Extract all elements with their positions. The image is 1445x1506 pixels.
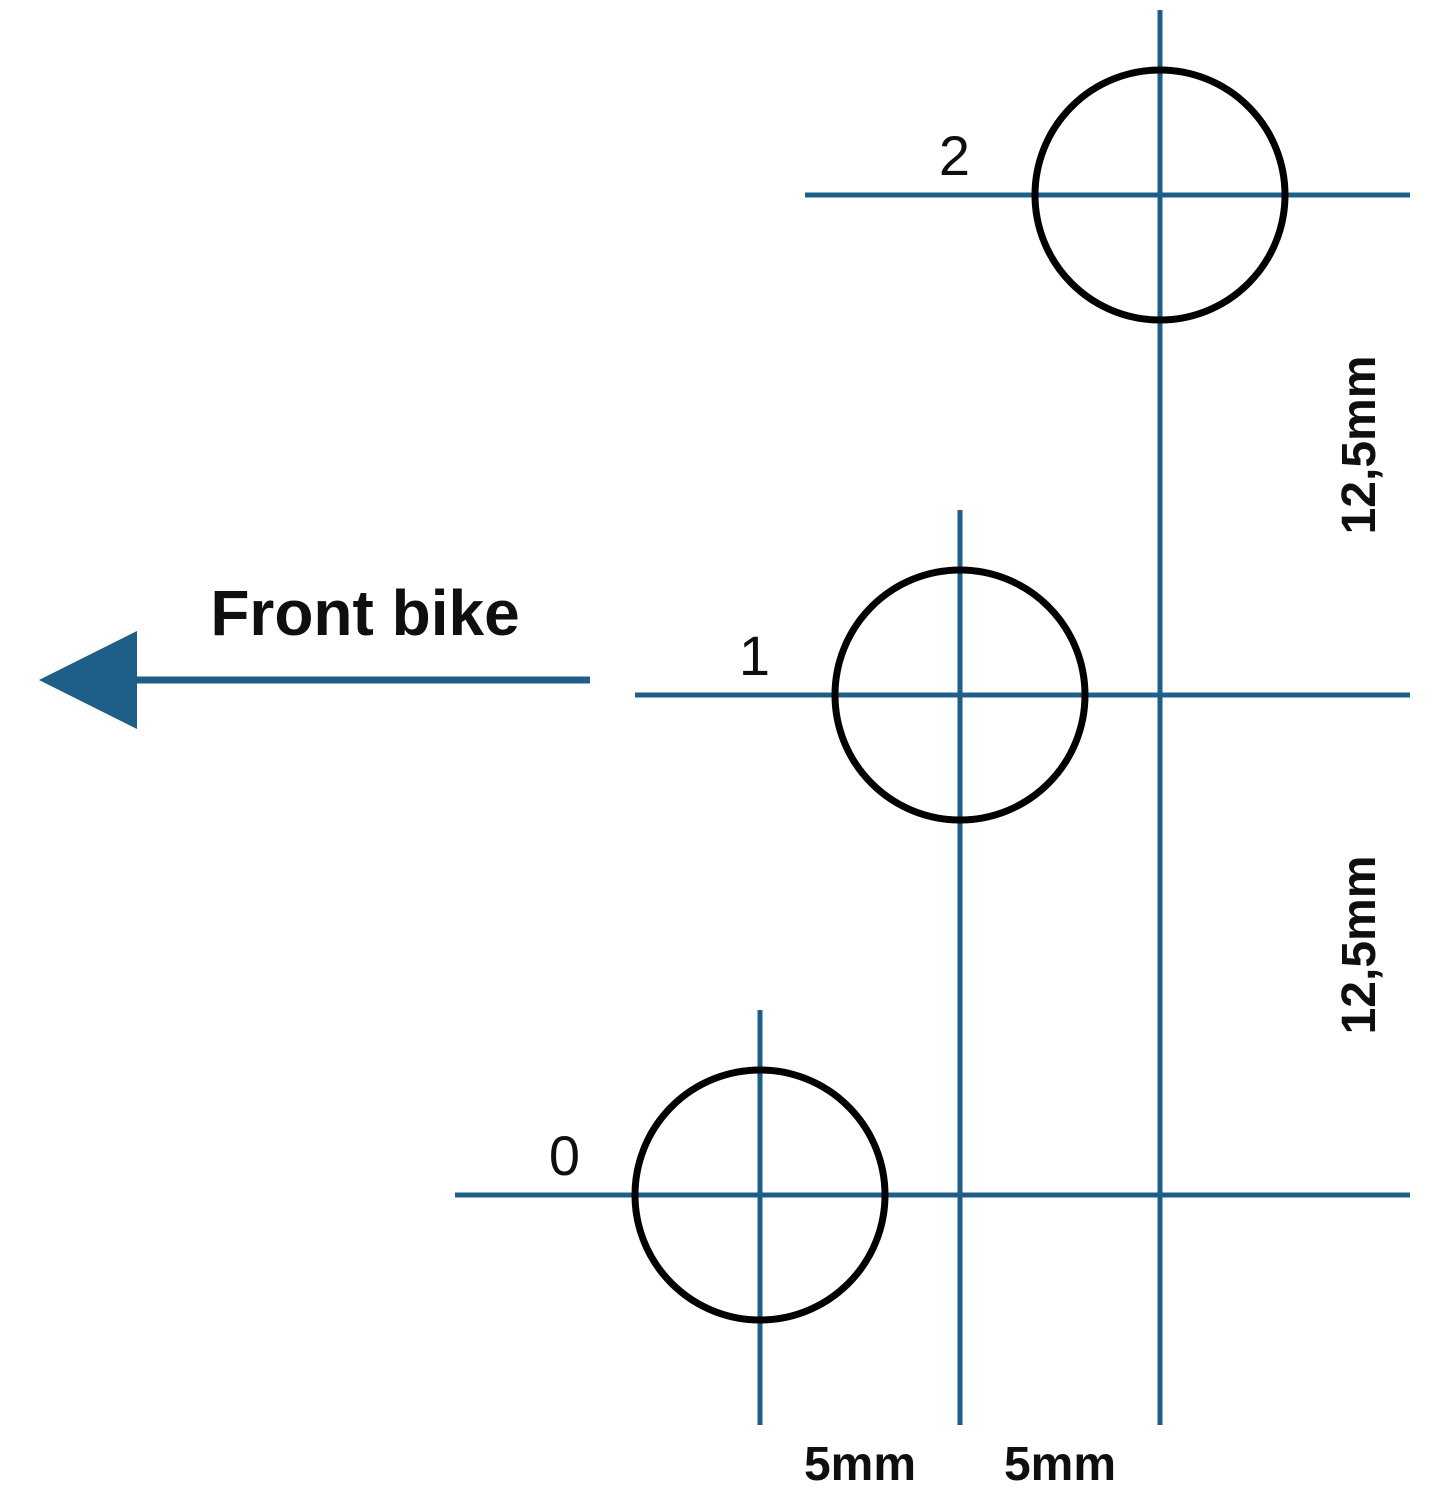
bolt-position-diagram: Front bike 2 1 0 5mm 5mm 12,5mm 12,5mm	[0, 0, 1445, 1506]
position-1-label: 1	[739, 624, 770, 687]
vertical-dimension-0-1: 12,5mm	[1333, 856, 1386, 1035]
position-2-label: 2	[939, 124, 970, 187]
position-2: 2	[805, 10, 1410, 1425]
front-direction-label: Front bike	[210, 577, 519, 649]
position-0: 0	[455, 1010, 1410, 1425]
position-0-label: 0	[549, 1124, 580, 1187]
horizontal-dimension-0-1: 5mm	[804, 1438, 916, 1491]
front-direction-arrow: Front bike	[60, 577, 590, 680]
horizontal-dimension-1-2: 5mm	[1004, 1438, 1116, 1491]
position-1: 1	[635, 510, 1410, 1425]
vertical-dimension-1-2: 12,5mm	[1333, 356, 1386, 535]
